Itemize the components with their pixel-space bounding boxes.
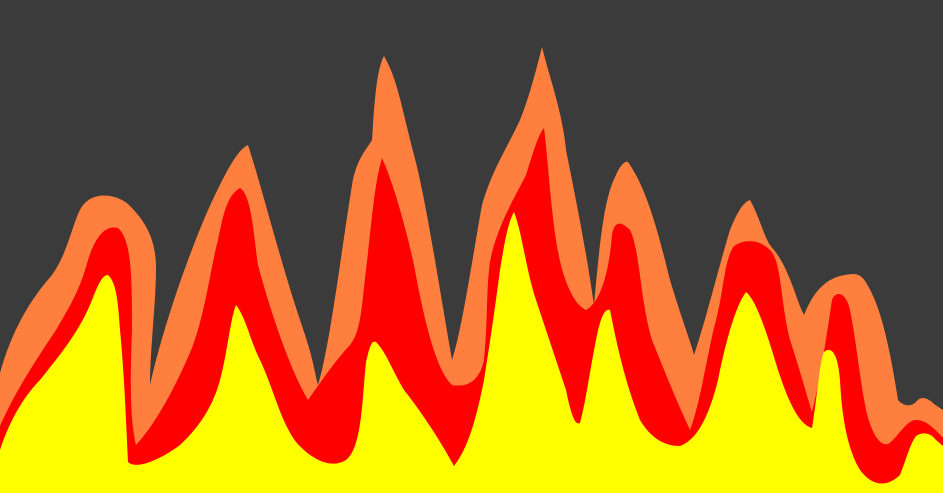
inner-flame-layer	[0, 212, 943, 493]
